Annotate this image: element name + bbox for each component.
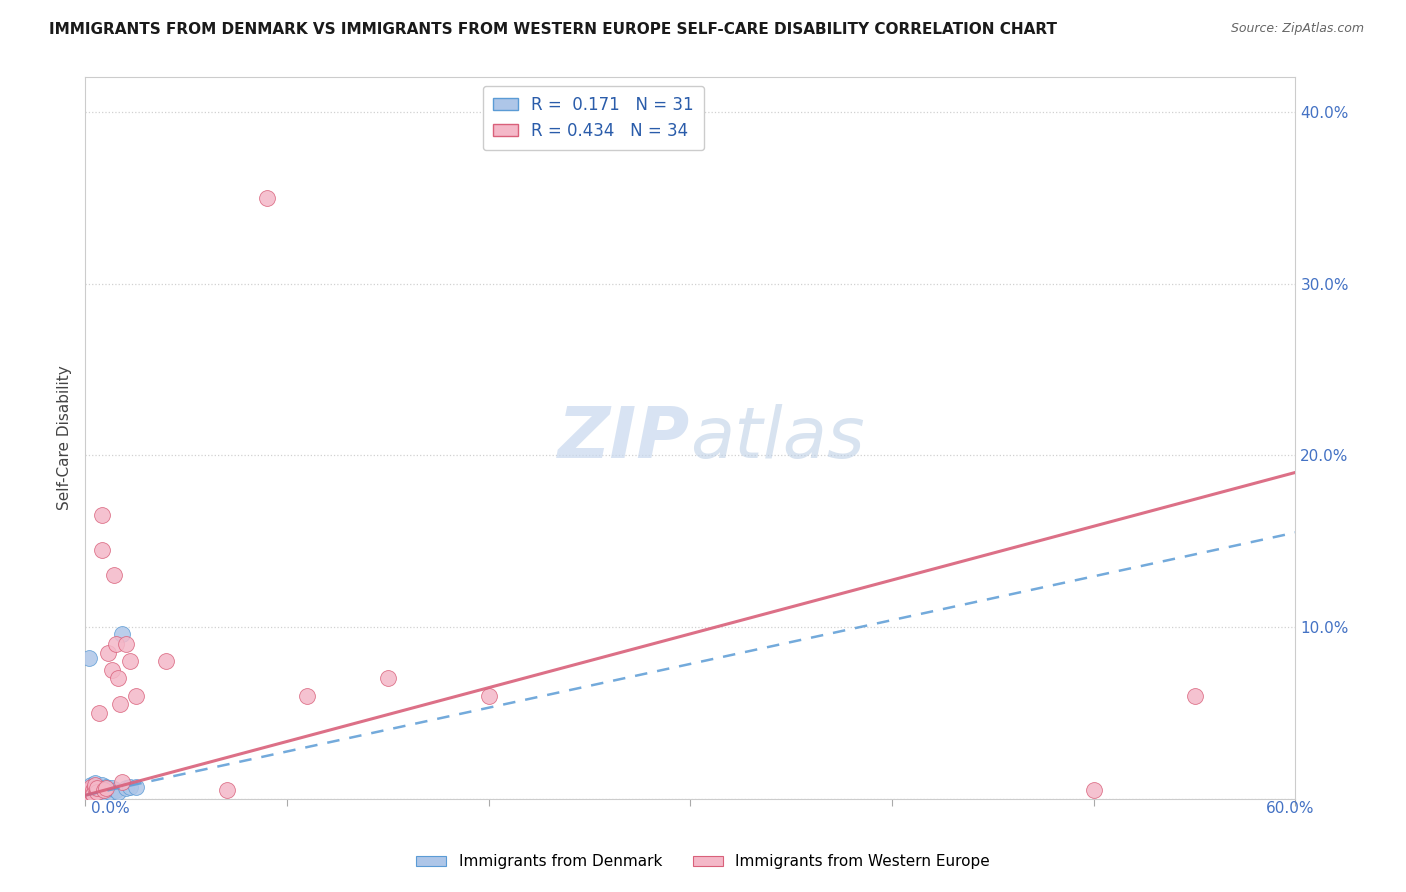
Point — [84, 781, 107, 796]
Text: IMMIGRANTS FROM DENMARK VS IMMIGRANTS FROM WESTERN EUROPE SELF-CARE DISABILITY C: IMMIGRANTS FROM DENMARK VS IMMIGRANTS FR… — [49, 22, 1057, 37]
Point — [80, 778, 103, 792]
Point — [155, 654, 177, 668]
Point — [90, 778, 112, 792]
Point — [118, 654, 141, 668]
Point — [118, 780, 141, 794]
Point — [100, 663, 122, 677]
Point — [94, 781, 117, 796]
Point — [1083, 783, 1105, 797]
Point — [84, 781, 107, 796]
Point — [89, 706, 111, 720]
Point — [215, 783, 238, 797]
Point — [86, 785, 108, 799]
Point — [84, 776, 107, 790]
Point — [89, 780, 111, 794]
Point — [79, 783, 101, 797]
Point — [125, 689, 148, 703]
Point — [76, 785, 98, 799]
Point — [94, 780, 117, 794]
Point — [103, 568, 125, 582]
Text: atlas: atlas — [690, 403, 865, 473]
Point — [90, 783, 112, 797]
Point — [94, 783, 117, 797]
Point — [80, 780, 103, 794]
Point — [79, 787, 101, 801]
Point — [90, 542, 112, 557]
Point — [107, 785, 129, 799]
Point — [97, 646, 120, 660]
Point — [107, 672, 129, 686]
Point — [1184, 689, 1206, 703]
Point — [104, 637, 127, 651]
Point — [89, 785, 111, 799]
Point — [114, 637, 136, 651]
Legend: Immigrants from Denmark, Immigrants from Western Europe: Immigrants from Denmark, Immigrants from… — [409, 848, 997, 875]
Point — [79, 651, 101, 665]
Point — [98, 785, 121, 799]
Point — [111, 627, 134, 641]
Point — [80, 781, 103, 796]
Point — [80, 785, 103, 799]
Point — [478, 689, 501, 703]
Point — [93, 785, 115, 799]
Point — [377, 672, 399, 686]
Point — [111, 774, 134, 789]
Point — [93, 783, 115, 797]
Point — [90, 508, 112, 523]
Point — [86, 781, 108, 796]
Point — [104, 783, 127, 797]
Point — [84, 778, 107, 792]
Point — [82, 783, 104, 797]
Point — [82, 787, 104, 801]
Text: ZIP: ZIP — [558, 403, 690, 473]
Point — [82, 783, 104, 797]
Point — [80, 785, 103, 799]
Point — [86, 783, 108, 797]
Text: Source: ZipAtlas.com: Source: ZipAtlas.com — [1230, 22, 1364, 36]
Point — [82, 787, 104, 801]
Point — [86, 787, 108, 801]
Point — [79, 787, 101, 801]
Point — [82, 787, 104, 801]
Point — [256, 191, 278, 205]
Y-axis label: Self-Care Disability: Self-Care Disability — [58, 366, 72, 510]
Point — [84, 785, 107, 799]
Point — [125, 780, 148, 794]
Point — [76, 785, 98, 799]
Point — [100, 781, 122, 796]
Point — [297, 689, 319, 703]
Text: 0.0%: 0.0% — [91, 801, 131, 816]
Text: 60.0%: 60.0% — [1267, 801, 1315, 816]
Point — [108, 698, 131, 712]
Legend: R =  0.171   N = 31, R = 0.434   N = 34: R = 0.171 N = 31, R = 0.434 N = 34 — [484, 86, 704, 150]
Point — [114, 781, 136, 796]
Point — [97, 781, 120, 796]
Point — [79, 783, 101, 797]
